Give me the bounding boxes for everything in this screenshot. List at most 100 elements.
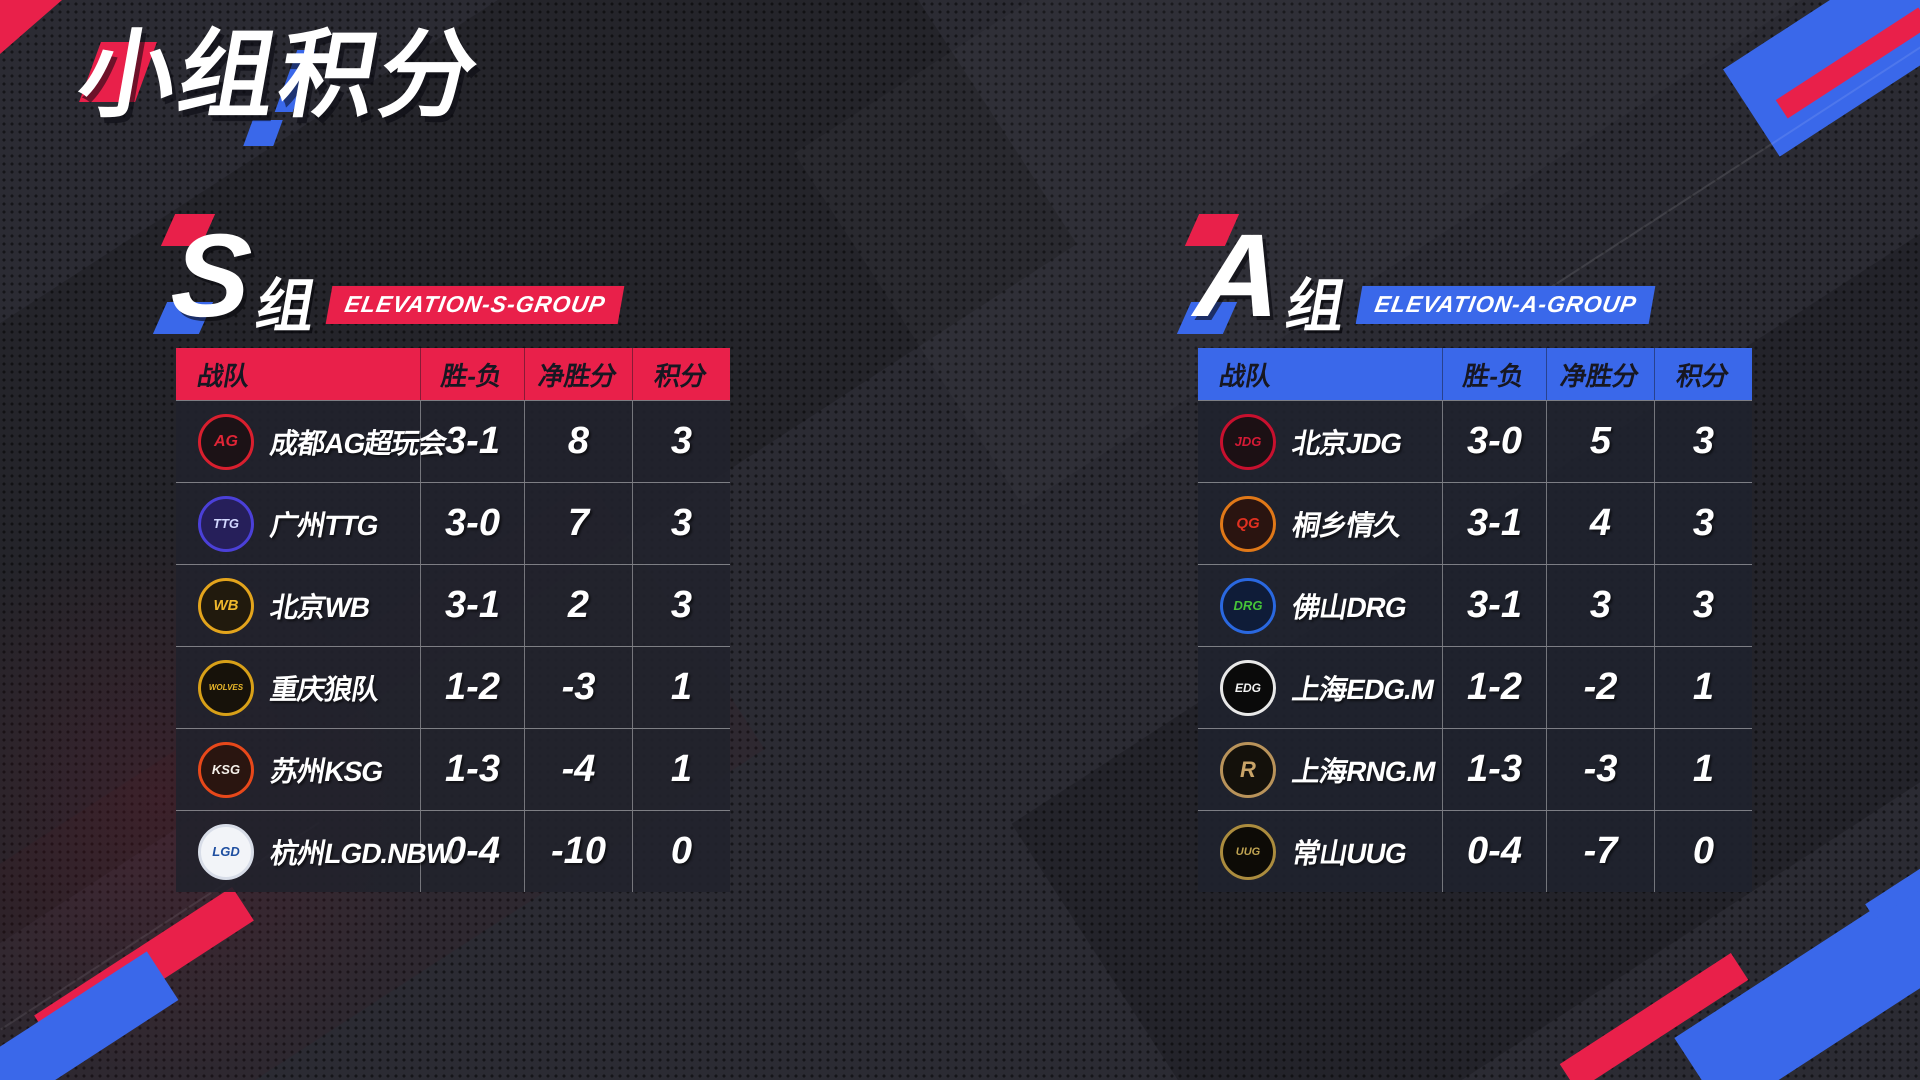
win-loss-cell: 3-0 xyxy=(420,483,524,564)
win-loss-cell: 3-0 xyxy=(1442,401,1546,482)
header-cell-team: 战队 xyxy=(1217,360,1275,391)
points-cell: 3 xyxy=(632,483,730,564)
group-s-heading: S 组 ELEVATION-S-GROUP xyxy=(152,210,625,342)
team-name: 上海RNG.M xyxy=(1290,755,1438,787)
table-row: LGD 杭州LGD.NBW 0-4 -10 0 xyxy=(176,810,730,892)
wb-team-logo-icon: WB xyxy=(198,577,254,634)
team-cell: EDG 上海EDG.M xyxy=(1198,647,1442,728)
net-score-cell: 4 xyxy=(1546,483,1654,564)
group-letter: A xyxy=(1191,210,1286,342)
uug-team-logo-icon: UUG xyxy=(1220,823,1276,880)
ag-team-logo-icon: AG xyxy=(198,413,254,470)
group-suffix: 组 xyxy=(1281,274,1352,339)
table-row: AG 成都AG超玩会 3-1 8 3 xyxy=(176,400,730,482)
points-cell: 1 xyxy=(632,647,730,728)
table-row: QG 桐乡情久 3-1 4 3 xyxy=(1198,482,1752,564)
group-s-badge-label: ELEVATION-S-GROUP xyxy=(342,291,608,317)
net-score-cell: -2 xyxy=(1546,647,1654,728)
table-row: UUG 常山UUG 0-4 -7 0 xyxy=(1198,810,1752,892)
table-row: EDG 上海EDG.M 1-2 -2 1 xyxy=(1198,646,1752,728)
group-a-standings-table: 战队 胜-负 净胜分 积分 JDG 北京JDG 3-0 5 3 QG 桐乡情久 xyxy=(1198,348,1752,892)
table-row: WOLVES 重庆狼队 1-2 -3 1 xyxy=(176,646,730,728)
team-name: 广州TTG xyxy=(268,509,381,541)
team-cell: KSG 苏州KSG xyxy=(176,729,420,810)
net-score-cell: -10 xyxy=(524,811,632,892)
bottom-left-red-slash-icon xyxy=(34,886,254,1050)
points-cell: 3 xyxy=(1654,565,1752,646)
points-cell: 3 xyxy=(1654,401,1752,482)
net-score-cell: 8 xyxy=(524,401,632,482)
win-loss-cell: 1-2 xyxy=(1442,647,1546,728)
bottom-right-red-slash-icon xyxy=(1559,953,1749,1080)
bottom-right-blue-sliver-icon xyxy=(1865,822,1920,920)
team-name: 北京WB xyxy=(268,591,373,623)
header-cell-win-loss: 胜-负 xyxy=(420,348,524,400)
team-name: 苏州KSG xyxy=(268,755,386,787)
win-loss-cell: 0-4 xyxy=(1442,811,1546,892)
page-title-text: 小组积分 xyxy=(70,22,490,129)
points-cell: 3 xyxy=(632,565,730,646)
corner-red-slash-icon xyxy=(0,0,62,54)
wolves-team-logo-icon: WOLVES xyxy=(198,659,254,716)
group-suffix: 组 xyxy=(251,274,321,339)
group-a-badge: ELEVATION-A-GROUP xyxy=(1355,286,1657,324)
team-name: 上海EDG.M xyxy=(1290,673,1437,705)
win-loss-cell: 3-1 xyxy=(420,401,524,482)
table-row: KSG 苏州KSG 1-3 -4 1 xyxy=(176,728,730,810)
win-loss-cell: 1-3 xyxy=(420,729,524,810)
group-s-badge: ELEVATION-S-GROUP xyxy=(325,286,625,324)
win-loss-cell: 3-1 xyxy=(1442,483,1546,564)
bottom-left-blue-slash-icon xyxy=(0,951,179,1080)
net-score-cell: -3 xyxy=(1546,729,1654,810)
team-name: 常山UUG xyxy=(1290,837,1409,869)
net-score-cell: -3 xyxy=(524,647,632,728)
points-cell: 0 xyxy=(1654,811,1752,892)
points-cell: 1 xyxy=(632,729,730,810)
team-cell: TTG 广州TTG xyxy=(176,483,420,564)
team-name: 北京JDG xyxy=(1290,427,1405,459)
points-cell: 0 xyxy=(632,811,730,892)
team-name: 桐乡情久 xyxy=(1290,509,1404,541)
table-row: R 上海RNG.M 1-3 -3 1 xyxy=(1198,728,1752,810)
team-cell: AG 成都AG超玩会 xyxy=(176,401,448,482)
team-cell: R 上海RNG.M xyxy=(1198,729,1442,810)
net-score-cell: 7 xyxy=(524,483,632,564)
header-cell-win-loss: 胜-负 xyxy=(1442,348,1546,400)
points-cell: 1 xyxy=(1654,729,1752,810)
team-cell: WB 北京WB xyxy=(176,565,420,646)
team-name: 杭州LGD.NBW xyxy=(268,837,455,869)
win-loss-cell: 1-3 xyxy=(1442,729,1546,810)
header-cell-team: 战队 xyxy=(195,360,253,391)
qg-team-logo-icon: QG xyxy=(1220,495,1276,552)
group-a-heading: A 组 ELEVATION-A-GROUP xyxy=(1176,210,1657,342)
rng-team-logo-icon: R xyxy=(1220,741,1276,798)
net-score-cell: 5 xyxy=(1546,401,1654,482)
header-cell-net-score: 净胜分 xyxy=(524,348,632,400)
table-header: 战队 胜-负 净胜分 积分 xyxy=(1198,348,1752,400)
team-cell: DRG 佛山DRG xyxy=(1198,565,1442,646)
page-title: 小组积分 xyxy=(71,22,490,146)
team-cell: UUG 常山UUG xyxy=(1198,811,1442,892)
table-row: TTG 广州TTG 3-0 7 3 xyxy=(176,482,730,564)
edg-team-logo-icon: EDG xyxy=(1220,659,1276,716)
win-loss-cell: 1-2 xyxy=(420,647,524,728)
table-header: 战队 胜-负 净胜分 积分 xyxy=(176,348,730,400)
team-cell: QG 桐乡情久 xyxy=(1198,483,1442,564)
ttg-team-logo-icon: TTG xyxy=(198,495,254,552)
win-loss-cell: 3-1 xyxy=(1442,565,1546,646)
team-name: 佛山DRG xyxy=(1290,591,1409,623)
table-row: WB 北京WB 3-1 2 3 xyxy=(176,564,730,646)
group-a-letter-block: A xyxy=(1176,210,1286,342)
team-cell: WOLVES 重庆狼队 xyxy=(176,647,420,728)
group-s-standings-table: 战队 胜-负 净胜分 积分 AG 成都AG超玩会 3-1 8 3 TTG 广州T… xyxy=(176,348,730,892)
net-score-cell: -7 xyxy=(1546,811,1654,892)
header-cell-net-score: 净胜分 xyxy=(1546,348,1654,400)
net-score-cell: -4 xyxy=(524,729,632,810)
win-loss-cell: 0-4 xyxy=(420,811,524,892)
points-cell: 1 xyxy=(1654,647,1752,728)
team-cell: LGD 杭州LGD.NBW xyxy=(176,811,454,892)
net-score-cell: 3 xyxy=(1546,565,1654,646)
lgd-team-logo-icon: LGD xyxy=(198,823,254,880)
net-score-cell: 2 xyxy=(524,565,632,646)
